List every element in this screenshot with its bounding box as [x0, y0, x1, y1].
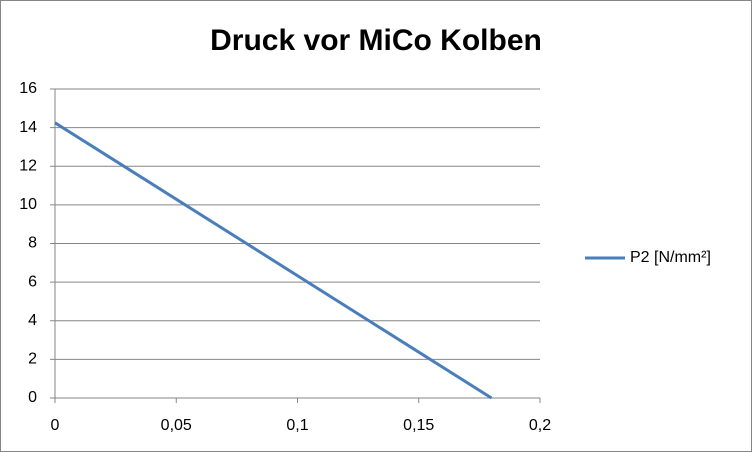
- legend-label: P2 [N/mm²]: [630, 249, 711, 266]
- x-tick-label: 0,1: [286, 417, 308, 434]
- y-tick-label: 8: [28, 235, 37, 252]
- y-tick-label: 6: [28, 273, 37, 290]
- y-tick-label: 10: [19, 196, 37, 213]
- y-tick-label: 0: [28, 389, 37, 406]
- y-tick-label: 2: [28, 351, 37, 368]
- x-tick-label: 0,2: [529, 417, 551, 434]
- chart-title: Druck vor MiCo Kolben: [210, 24, 542, 57]
- y-tick-label: 12: [19, 157, 37, 174]
- x-tick-label: 0,15: [403, 417, 434, 434]
- x-tick-label: 0,05: [161, 417, 192, 434]
- y-tick-label: 14: [19, 119, 37, 136]
- series-line: [54, 121, 493, 400]
- y-tick-label: 4: [28, 312, 37, 329]
- y-tick-label: 16: [19, 80, 37, 97]
- x-tick-label: 0: [51, 417, 60, 434]
